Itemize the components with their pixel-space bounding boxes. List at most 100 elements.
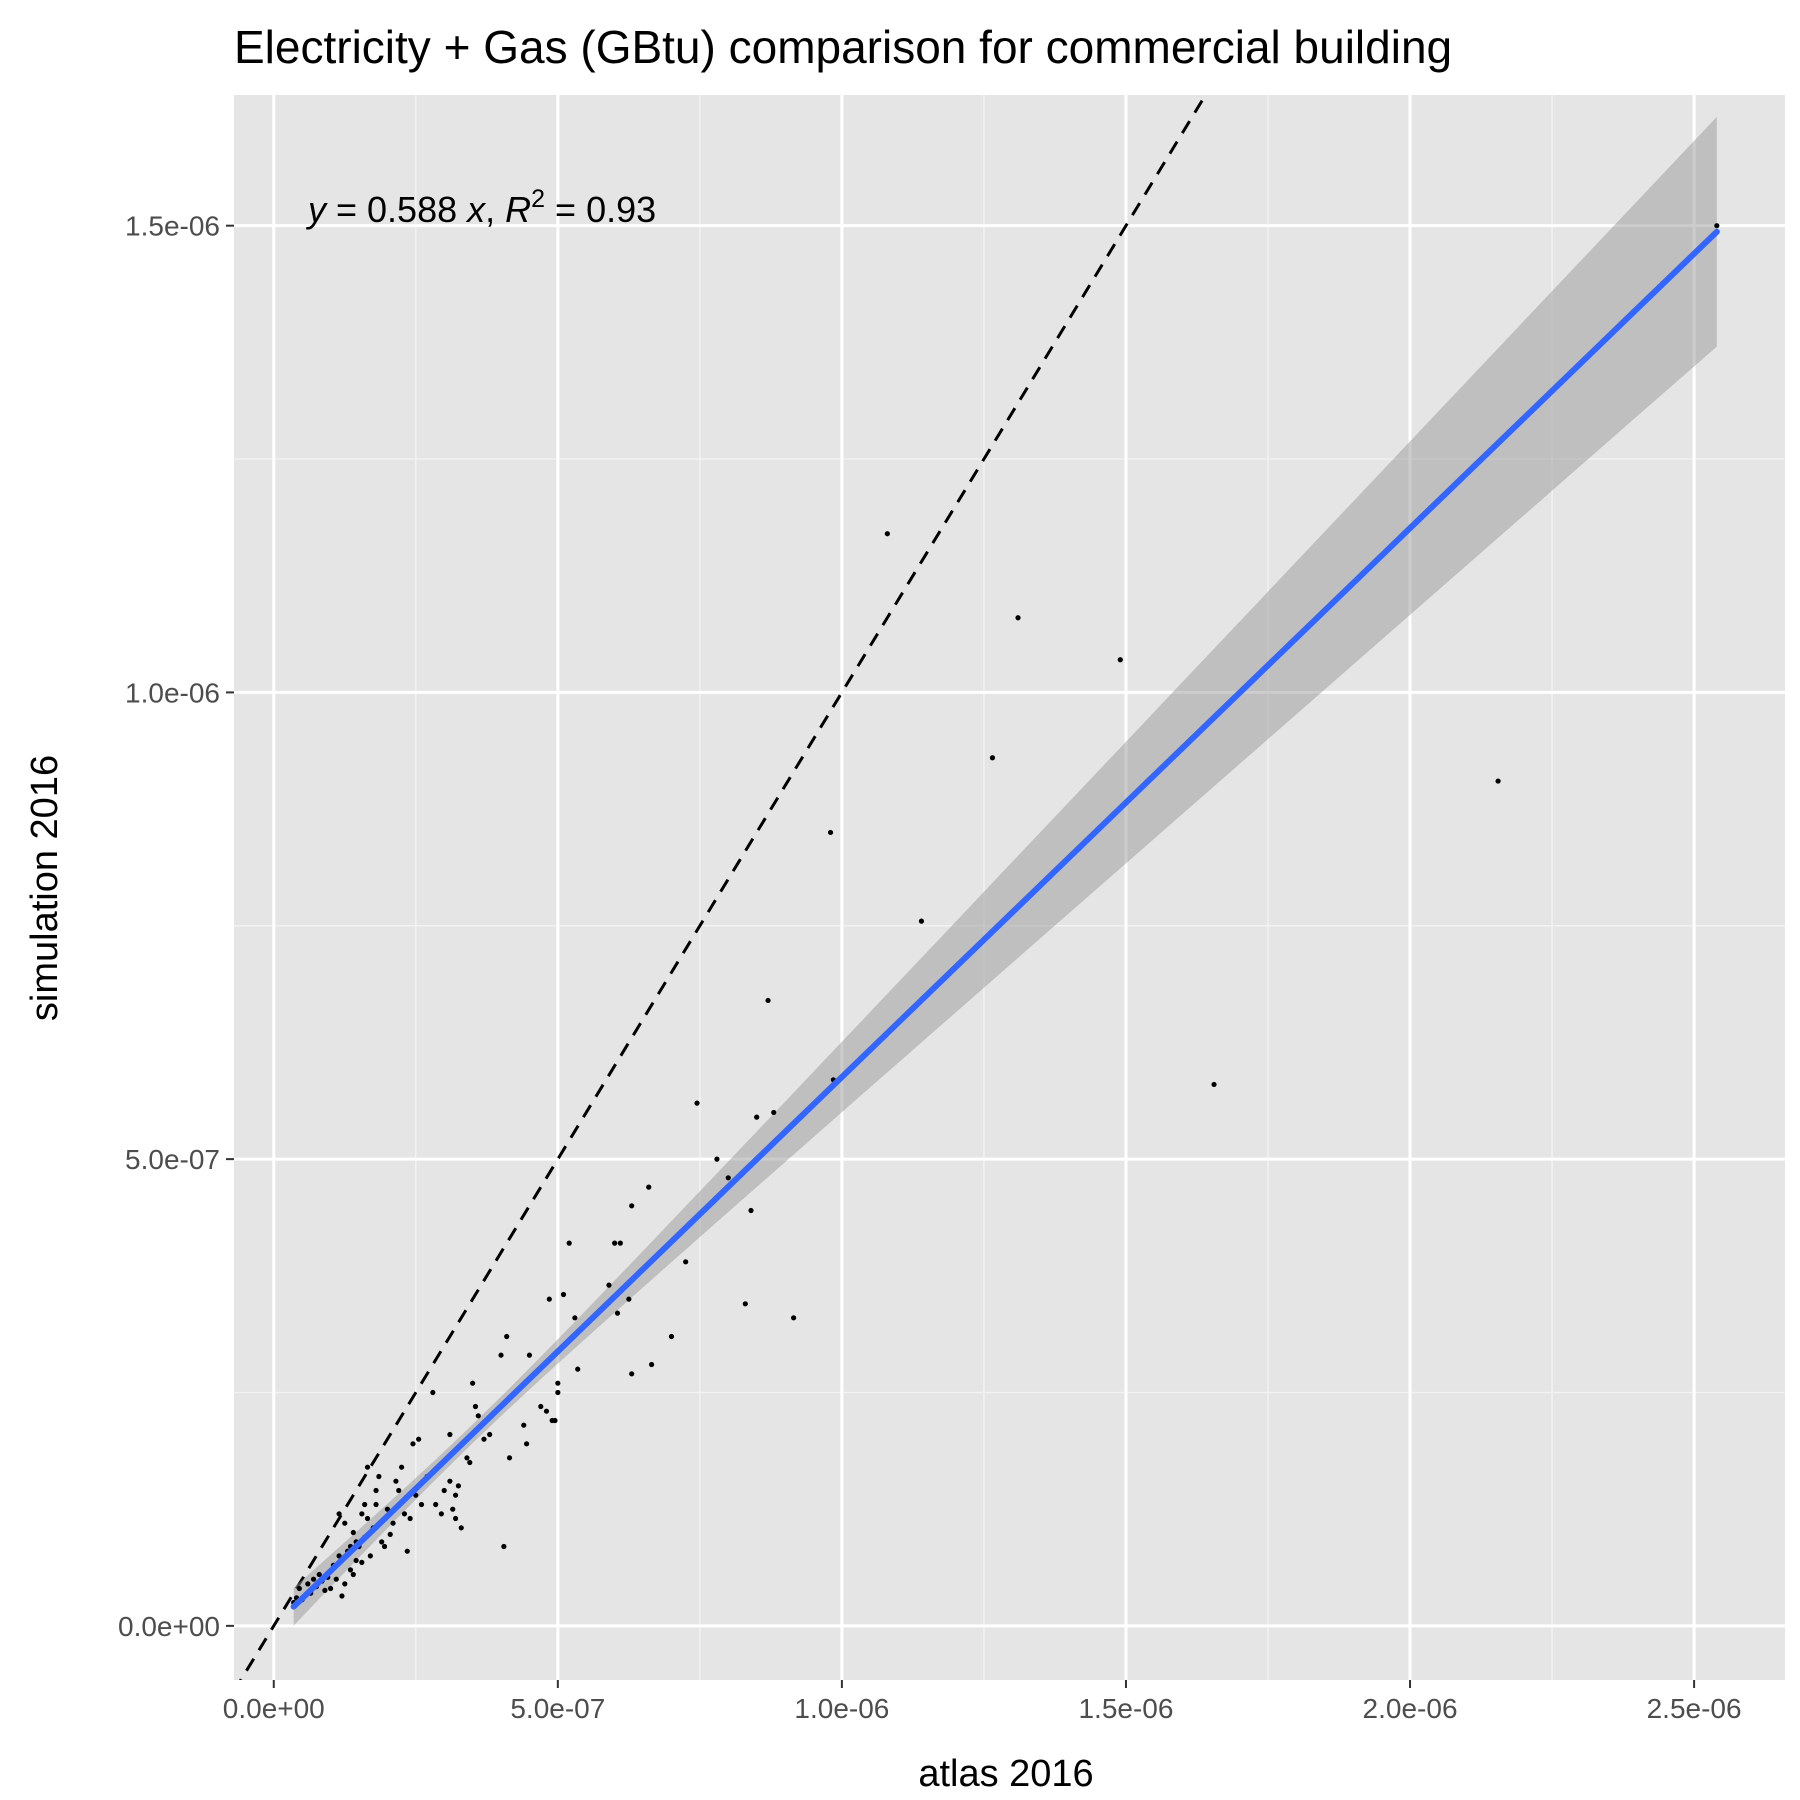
data-point xyxy=(364,1515,371,1522)
data-point xyxy=(475,1413,481,1419)
x-axis-title: atlas 2016 xyxy=(918,1753,1093,1795)
data-point xyxy=(401,1511,408,1517)
data-point xyxy=(1211,1081,1217,1088)
confidence-band xyxy=(293,116,1717,1626)
y-tick-label: 1.0e-06 xyxy=(125,677,220,708)
data-point xyxy=(523,1441,530,1447)
data-point xyxy=(350,1571,356,1578)
data-point xyxy=(504,1333,510,1340)
regression-line xyxy=(290,228,1720,1610)
data-point xyxy=(384,1506,390,1512)
data-point xyxy=(1495,778,1501,784)
data-point xyxy=(322,1587,328,1593)
x-tick-label: 2.0e-06 xyxy=(1363,1693,1458,1724)
data-point xyxy=(546,1296,552,1302)
data-point xyxy=(683,1259,689,1265)
data-point xyxy=(452,1515,459,1522)
data-point xyxy=(362,1501,368,1508)
data-point xyxy=(648,1361,655,1368)
data-point xyxy=(714,1156,720,1162)
data-point xyxy=(464,1455,470,1461)
equation-y-var: y xyxy=(305,189,328,230)
data-point xyxy=(626,1296,632,1302)
data-point xyxy=(472,1403,479,1410)
data-point xyxy=(347,1567,354,1573)
data-point xyxy=(481,1436,487,1442)
data-point xyxy=(555,1380,561,1386)
data-point xyxy=(506,1455,513,1461)
data-point xyxy=(376,1473,382,1480)
chart-title: Electricity + Gas (GBtu) comparison for … xyxy=(234,21,1452,73)
data-point xyxy=(387,1531,393,1537)
data-point xyxy=(555,1389,561,1396)
x-axis: 0.0e+00 5.0e-07 1.0e-06 1.5e-06 2.0e-06 2.5e-… xyxy=(223,1680,1742,1724)
x-tick-label: 1.0e-06 xyxy=(794,1693,889,1724)
y-tick-label: 1.5e-06 xyxy=(125,211,220,242)
data-point xyxy=(407,1515,413,1522)
data-point xyxy=(668,1333,675,1340)
data-point xyxy=(629,1203,635,1209)
data-point xyxy=(333,1576,339,1582)
data-point xyxy=(339,1593,345,1599)
data-point xyxy=(526,1352,533,1358)
data-point xyxy=(310,1576,317,1582)
data-point xyxy=(353,1557,359,1564)
data-point xyxy=(629,1371,635,1377)
equation-x-var: x xyxy=(465,189,487,230)
data-point xyxy=(430,1389,436,1396)
y-tick-label: 0.0e+00 xyxy=(118,1611,220,1642)
data-point xyxy=(296,1585,302,1592)
data-point xyxy=(381,1543,388,1550)
data-point xyxy=(316,1571,322,1578)
data-point xyxy=(467,1459,473,1466)
data-point xyxy=(614,1310,621,1316)
data-point xyxy=(501,1543,507,1550)
data-point xyxy=(350,1529,356,1536)
data-point xyxy=(452,1492,459,1498)
data-point xyxy=(612,1240,618,1246)
equation-slope: = 0.588 xyxy=(326,189,467,230)
data-point xyxy=(447,1478,453,1484)
equation-r-value: = 0.93 xyxy=(545,189,656,230)
data-point xyxy=(393,1478,399,1484)
data-point xyxy=(617,1240,623,1246)
regression-equation: y = 0.588 x, R2 = 0.93 xyxy=(305,185,656,230)
data-point xyxy=(498,1352,504,1358)
data-point xyxy=(694,1100,700,1106)
data-point xyxy=(305,1581,311,1587)
data-point xyxy=(742,1301,748,1307)
data-point xyxy=(433,1501,439,1508)
y-axis-title: simulation 2016 xyxy=(24,755,66,1021)
major-gridlines xyxy=(234,95,1785,1680)
data-point xyxy=(606,1282,612,1288)
data-point xyxy=(418,1501,425,1508)
identity-reference-line xyxy=(239,95,1208,1680)
x-tick-label: 2.5e-06 xyxy=(1647,1693,1742,1724)
y-axis: 0.0e+00 5.0e-07 1.0e-06 1.5e-06 xyxy=(118,211,234,1642)
data-point xyxy=(827,829,834,836)
data-point xyxy=(379,1539,385,1545)
data-point xyxy=(396,1487,402,1494)
data-point xyxy=(521,1422,527,1428)
equation-r-var: R xyxy=(505,189,531,230)
data-point xyxy=(390,1520,396,1526)
data-point xyxy=(918,918,925,924)
data-point xyxy=(364,1464,371,1470)
equation-separator: , xyxy=(485,189,505,230)
data-point xyxy=(455,1483,462,1489)
data-point xyxy=(765,997,771,1004)
data-point xyxy=(336,1553,342,1559)
y-tick-label: 5.0e-07 xyxy=(125,1144,220,1175)
data-point xyxy=(367,1553,373,1559)
data-point xyxy=(336,1511,342,1517)
data-point xyxy=(373,1487,379,1494)
data-point xyxy=(327,1585,334,1592)
data-point xyxy=(441,1487,447,1494)
data-point xyxy=(560,1291,567,1298)
data-point xyxy=(373,1501,379,1508)
data-point xyxy=(359,1559,365,1565)
x-tick-label: 0.0e+00 xyxy=(223,1693,325,1724)
data-point xyxy=(438,1511,444,1517)
